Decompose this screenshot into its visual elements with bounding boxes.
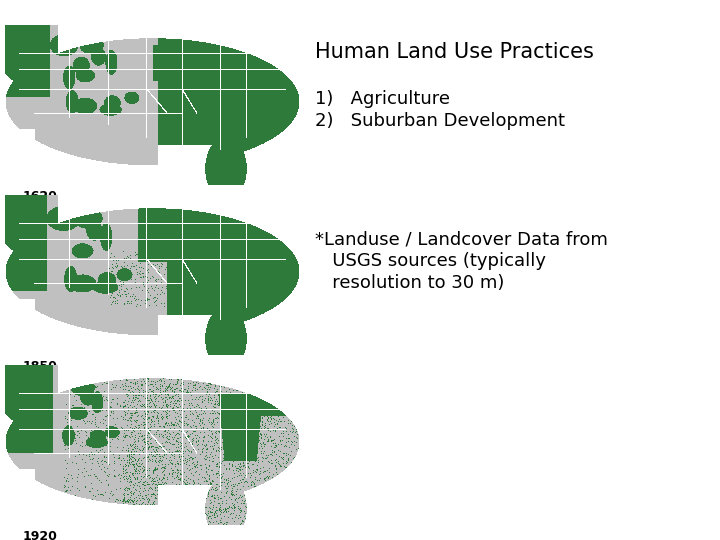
Text: USGS sources (typically: USGS sources (typically (315, 252, 546, 270)
Text: 1920: 1920 (23, 530, 58, 540)
Text: 1)   Agriculture: 1) Agriculture (315, 90, 450, 108)
Text: resolution to 30 m): resolution to 30 m) (315, 274, 505, 292)
Text: 1620: 1620 (23, 190, 58, 203)
Text: 2)   Suburban Development: 2) Suburban Development (315, 112, 565, 130)
Text: Human Land Use Practices: Human Land Use Practices (315, 42, 594, 62)
Text: 1850: 1850 (23, 360, 58, 373)
Text: *Landuse / Landcover Data from: *Landuse / Landcover Data from (315, 230, 608, 248)
